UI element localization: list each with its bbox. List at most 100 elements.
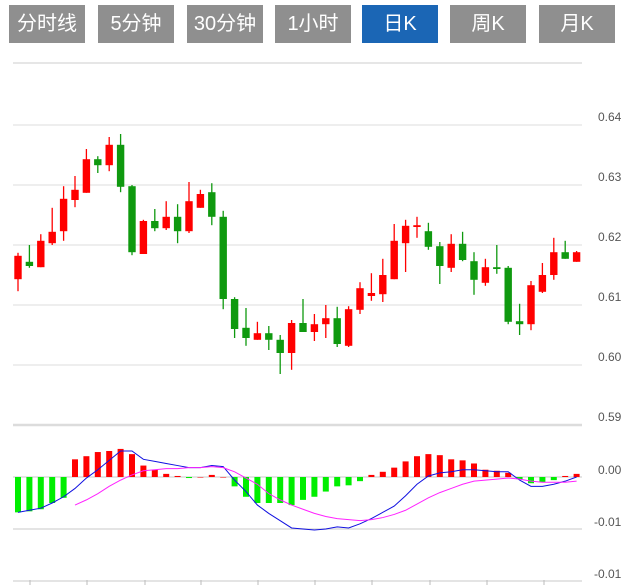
tab-daily-k[interactable]: 日K [362,5,438,43]
candle-body [162,216,170,229]
candle-body [379,275,387,295]
candle [82,149,91,193]
macd-histogram-bar [174,475,181,477]
candle-body [37,240,45,268]
candle [424,222,433,250]
macd-histogram-bar [37,477,44,510]
macd-histogram-bar [345,477,352,486]
candle-body [504,267,512,322]
candle [48,207,56,245]
candle-body [424,231,433,247]
macd-histogram-bar [516,477,523,480]
candle [401,219,410,272]
candle-body [230,299,239,329]
macd-histogram-bar [391,467,398,477]
candle-body [59,198,68,232]
tab-monthly-k[interactable]: 月K [539,5,615,43]
tab-5-minute[interactable]: 5分钟 [98,5,174,43]
candle [185,182,193,233]
candle-body [48,231,56,244]
candle-body [322,318,330,325]
macd-histogram-bar [573,473,580,477]
price-tick-label: 0.64 [598,110,622,124]
candle-body [481,267,490,283]
macd-histogram-bar [550,477,557,481]
macd-histogram-bar [151,469,158,477]
candle-body [538,275,547,292]
macd-histogram-bar [60,477,67,498]
candle-body [185,201,193,232]
macd-histogram-bar [231,477,238,487]
macd-histogram-bar [493,470,500,477]
macd-tick-label: -0.01 [594,567,622,581]
candle [230,297,239,338]
tab-weekly-k[interactable]: 周K [450,5,526,43]
macd-histogram-bar [220,477,227,478]
candle [344,306,353,347]
candle [356,282,364,314]
macd-histogram-bar [243,477,249,497]
macd-histogram-bar [83,456,90,477]
tab-1-hour[interactable]: 1小时 [275,5,351,43]
candle [14,252,22,292]
candle-body [265,333,273,340]
candle-body [493,267,501,269]
candle [128,185,136,256]
macd-histogram-bar [334,477,341,487]
candle-body [151,221,159,229]
candle-body [105,144,113,166]
candle-body [333,318,341,344]
candle [276,335,284,374]
candle-body [390,240,398,280]
candle [390,224,398,280]
macd-histogram-bar [163,473,170,477]
candle-body [219,216,227,299]
candle-body [401,225,410,244]
candle-body [173,216,182,232]
tab-30-minute[interactable]: 30分钟 [187,5,263,43]
macd-histogram-bar [311,477,318,497]
tab-minute-line[interactable]: 分时线 [9,5,85,43]
candle [37,234,45,268]
candle-body [356,288,364,310]
candle [367,273,376,301]
macd-histogram-bar [106,451,113,477]
candle-body [242,327,250,338]
macd-histogram-bar [539,477,546,483]
candle-body [94,159,102,166]
macd-histogram-bar [402,461,409,477]
candle [436,242,444,284]
candle-body [572,252,581,262]
candle-body [287,323,296,353]
candle-body [208,192,216,217]
macd-dea-line [74,466,577,522]
candle-body [116,144,125,187]
candle-body [14,255,22,280]
candle [59,186,68,241]
candle-body [458,243,467,260]
macd-histogram-bar [414,456,420,477]
candle [287,320,296,370]
candle [105,137,113,172]
candle [151,209,159,232]
candle [219,210,227,310]
macd-histogram-bar [277,477,284,503]
candle-body [527,285,535,325]
candle [572,251,581,262]
candle [253,321,262,340]
candle [481,258,490,286]
candle [71,176,79,208]
candle [208,183,216,226]
candle [458,231,467,262]
macd-histogram-bar [72,459,78,477]
candle [538,263,547,293]
macd-histogram-bar [562,475,569,477]
macd-histogram-bar [208,474,215,477]
candle [447,234,455,272]
macd-histogram-bar [129,454,135,477]
price-tick-label: 0.61 [598,290,622,304]
candle [173,204,182,244]
candle [162,201,170,230]
candle-body [413,225,421,227]
candle-body [550,252,558,275]
